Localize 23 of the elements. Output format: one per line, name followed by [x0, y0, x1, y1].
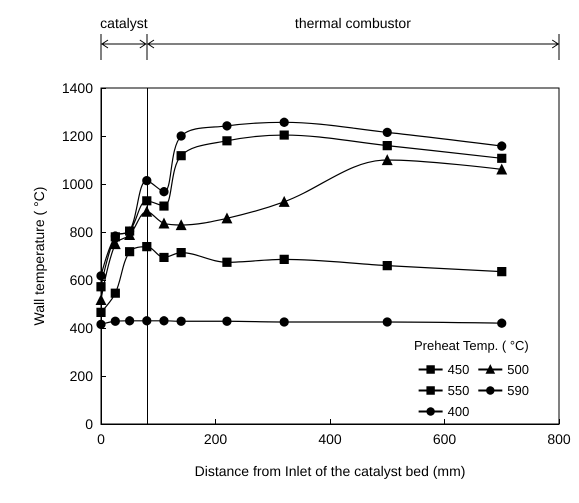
legend-title: Preheat Temp. ( °C)	[414, 338, 529, 353]
text: catalyst	[100, 15, 148, 31]
legend-label: 400	[448, 404, 470, 419]
y-tick-label: 600	[70, 272, 94, 288]
y-tick-label: 1200	[62, 128, 94, 144]
legend-label: 450	[448, 362, 470, 377]
y-tick-label: 1400	[62, 80, 94, 96]
legend-label: 550	[448, 383, 470, 398]
legend-label: 590	[507, 383, 530, 398]
x-tick-label: 400	[318, 431, 342, 447]
y-tick-label: 400	[70, 320, 94, 336]
x-tick-label: 0	[97, 431, 106, 447]
y-tick-label: 1000	[62, 176, 94, 192]
x-tick-label: 800	[547, 431, 571, 447]
x-tick-label: 600	[432, 431, 456, 447]
x-tick-label: 200	[204, 431, 228, 447]
y-tick-label: 800	[70, 224, 94, 240]
y-tick-label: 0	[85, 416, 94, 432]
y-axis-title: Wall temperature ( °C)	[31, 186, 47, 326]
x-axis-title: Distance from Inlet of the catalyst bed (mm)	[194, 463, 466, 479]
legend-label: 500	[507, 362, 530, 377]
y-tick-label: 200	[70, 368, 94, 384]
text: thermal combustor	[294, 15, 412, 31]
